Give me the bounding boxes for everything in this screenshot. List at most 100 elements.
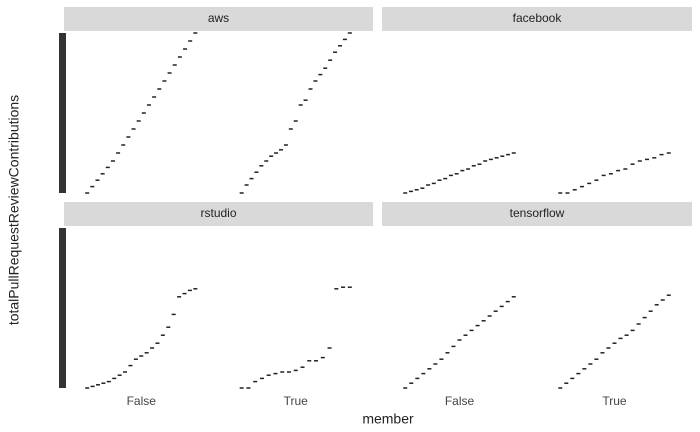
point xyxy=(565,192,570,194)
point xyxy=(433,363,438,365)
point xyxy=(90,385,95,388)
point xyxy=(347,286,352,288)
point xyxy=(608,173,613,175)
point xyxy=(160,334,165,336)
point xyxy=(505,300,510,303)
point xyxy=(131,128,136,130)
point xyxy=(588,363,593,365)
point xyxy=(323,67,328,69)
point xyxy=(570,377,575,380)
point xyxy=(427,368,432,370)
point xyxy=(162,80,167,82)
y-tick-band xyxy=(59,33,66,193)
point xyxy=(587,182,592,185)
point xyxy=(511,152,516,154)
facet-strip xyxy=(64,202,373,226)
point xyxy=(288,128,293,130)
point xyxy=(121,144,126,146)
point xyxy=(666,152,671,154)
point xyxy=(420,187,425,189)
point xyxy=(448,174,453,177)
point xyxy=(506,153,511,156)
point xyxy=(146,104,151,106)
point xyxy=(313,80,318,82)
point xyxy=(320,356,325,359)
point xyxy=(239,192,244,194)
point xyxy=(117,374,122,376)
point xyxy=(286,371,291,373)
point xyxy=(483,160,488,162)
point xyxy=(494,157,499,159)
point xyxy=(106,380,111,383)
point xyxy=(618,337,623,340)
point xyxy=(487,315,492,317)
point xyxy=(327,347,332,349)
point xyxy=(85,387,90,389)
point xyxy=(266,374,271,376)
point xyxy=(182,292,187,295)
point xyxy=(460,169,465,172)
point xyxy=(254,171,259,173)
point xyxy=(244,184,249,186)
point xyxy=(188,40,193,42)
point xyxy=(157,88,162,90)
point xyxy=(454,173,459,175)
point xyxy=(167,72,172,74)
point xyxy=(477,163,482,165)
point xyxy=(582,368,587,370)
x-tick-label: False xyxy=(445,394,475,408)
point xyxy=(499,305,504,308)
point xyxy=(293,369,298,372)
point xyxy=(112,377,117,380)
point xyxy=(493,310,498,312)
point xyxy=(645,158,650,161)
point xyxy=(437,179,442,181)
point xyxy=(253,380,258,383)
point xyxy=(666,294,671,296)
point xyxy=(328,59,333,61)
point xyxy=(466,168,471,170)
facet-title: aws xyxy=(208,11,229,25)
facet-strip xyxy=(382,202,692,226)
point xyxy=(279,149,284,151)
point xyxy=(144,352,149,354)
point xyxy=(274,152,279,154)
point xyxy=(259,165,264,167)
facet-strip xyxy=(382,7,692,31)
point xyxy=(652,157,657,159)
point xyxy=(463,334,468,336)
point xyxy=(445,352,450,354)
point xyxy=(273,372,278,375)
point xyxy=(136,120,141,122)
point xyxy=(616,169,621,172)
point xyxy=(193,32,198,34)
point xyxy=(283,144,288,146)
point xyxy=(451,345,456,348)
y-tick-band xyxy=(59,228,66,388)
point xyxy=(342,38,347,41)
point xyxy=(594,179,599,181)
point xyxy=(95,384,100,386)
point xyxy=(600,352,605,354)
point xyxy=(481,320,486,322)
point xyxy=(431,182,436,185)
point xyxy=(630,163,635,165)
point xyxy=(187,289,192,292)
point xyxy=(469,329,474,332)
point xyxy=(443,177,448,180)
x-tick-label: True xyxy=(284,394,309,408)
point xyxy=(660,299,665,301)
point xyxy=(307,360,312,362)
point xyxy=(100,173,105,175)
point xyxy=(172,64,177,66)
point xyxy=(264,160,269,162)
point xyxy=(300,366,305,368)
point xyxy=(141,112,146,114)
point xyxy=(612,342,617,344)
x-axis-title: member xyxy=(362,411,414,427)
point xyxy=(572,189,577,191)
point xyxy=(457,339,462,341)
point xyxy=(421,372,426,375)
point xyxy=(576,372,581,375)
